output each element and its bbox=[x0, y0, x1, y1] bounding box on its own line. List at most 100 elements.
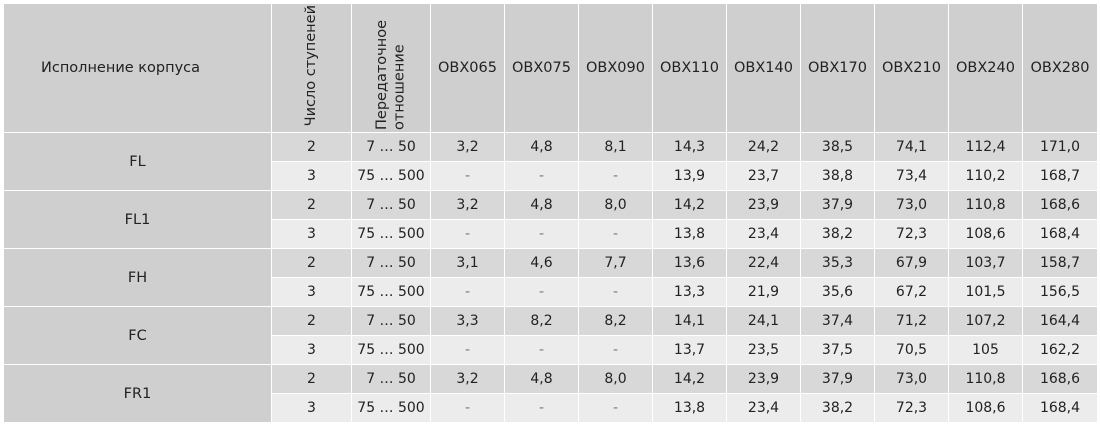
value-cell: 3,2 bbox=[430, 190, 505, 220]
value-cell: 158,7 bbox=[1022, 248, 1098, 278]
value-cell: 24,1 bbox=[726, 306, 801, 336]
table-row: FC 2 7 … 50 3,3 8,2 8,2 14,1 24,1 37,4 71,2 107,2 1… bbox=[3, 306, 1098, 365]
ratio-cell: 75 … 500 bbox=[351, 219, 431, 249]
housing-cell: FH bbox=[3, 248, 272, 307]
stages-cell: 3 bbox=[271, 219, 352, 249]
value-cell: 8,1 bbox=[578, 132, 653, 162]
ratio-cell: 7 … 50 bbox=[351, 248, 431, 278]
header-housing: Исполнение корпуса bbox=[3, 3, 272, 133]
value-cell: 4,6 bbox=[504, 248, 579, 278]
value-cell: 3,1 bbox=[430, 248, 505, 278]
value-cell: 23,9 bbox=[726, 190, 801, 220]
value-cell: 23,7 bbox=[726, 161, 801, 191]
value-cell: - bbox=[430, 335, 505, 365]
value-cell: 110,8 bbox=[948, 364, 1023, 394]
housing-cell: FC bbox=[3, 306, 272, 365]
value-cell: 4,8 bbox=[504, 132, 579, 162]
header-stages: Число ступеней bbox=[271, 3, 352, 133]
value-cell: 105 bbox=[948, 335, 1023, 365]
value-cell: 38,5 bbox=[800, 132, 875, 162]
value-cell: 168,4 bbox=[1022, 393, 1098, 423]
value-cell: 38,8 bbox=[800, 161, 875, 191]
value-cell: - bbox=[504, 277, 579, 307]
table-row: FR1 2 7 … 50 3,2 4,8 8,0 14,2 23,9 37,9 73,0 110,8… bbox=[3, 364, 1098, 423]
value-cell: 168,6 bbox=[1022, 364, 1098, 394]
value-cell: 103,7 bbox=[948, 248, 1023, 278]
value-cell: 8,0 bbox=[578, 364, 653, 394]
value-cell: 13,3 bbox=[652, 277, 727, 307]
value-cell: - bbox=[578, 277, 653, 307]
value-cell: - bbox=[430, 277, 505, 307]
value-cell: - bbox=[504, 161, 579, 191]
header-ratio-label: Передаточное отношение bbox=[373, 19, 407, 130]
header-stages-label: Число ступеней bbox=[302, 5, 319, 127]
value-cell: 4,8 bbox=[504, 190, 579, 220]
value-cell: 168,6 bbox=[1022, 190, 1098, 220]
value-cell: 72,3 bbox=[874, 393, 949, 423]
value-cell: 7,7 bbox=[578, 248, 653, 278]
value-cell: 73,0 bbox=[874, 364, 949, 394]
ratio-cell: 75 … 500 bbox=[351, 335, 431, 365]
value-cell: 13,7 bbox=[652, 335, 727, 365]
value-cell: 37,5 bbox=[800, 335, 875, 365]
header-model: OBX140 bbox=[726, 3, 801, 133]
ratio-cell: 7 … 50 bbox=[351, 132, 431, 162]
value-cell: 101,5 bbox=[948, 277, 1023, 307]
ratio-cell: 7 … 50 bbox=[351, 306, 431, 336]
value-cell: 37,9 bbox=[800, 190, 875, 220]
value-cell: 168,7 bbox=[1022, 161, 1098, 191]
value-cell: 67,9 bbox=[874, 248, 949, 278]
value-cell: 37,4 bbox=[800, 306, 875, 336]
value-cell: 35,3 bbox=[800, 248, 875, 278]
value-cell: 156,5 bbox=[1022, 277, 1098, 307]
value-cell: 71,2 bbox=[874, 306, 949, 336]
stages-cell: 3 bbox=[271, 161, 352, 191]
header-model: OBX170 bbox=[800, 3, 875, 133]
housing-cell: FL1 bbox=[3, 190, 272, 249]
value-cell: 23,4 bbox=[726, 393, 801, 423]
value-cell: 110,2 bbox=[948, 161, 1023, 191]
value-cell: 14,2 bbox=[652, 364, 727, 394]
value-cell: 108,6 bbox=[948, 393, 1023, 423]
value-cell: 38,2 bbox=[800, 219, 875, 249]
value-cell: 67,2 bbox=[874, 277, 949, 307]
stages-cell: 2 bbox=[271, 132, 352, 162]
header-row: Исполнение корпуса Число ступеней Переда… bbox=[3, 3, 1098, 133]
stages-cell: 3 bbox=[271, 393, 352, 423]
value-cell: 73,4 bbox=[874, 161, 949, 191]
value-cell: 22,4 bbox=[726, 248, 801, 278]
header-model: OBX210 bbox=[874, 3, 949, 133]
header-model: OBX280 bbox=[1022, 3, 1098, 133]
table-row: FH 2 7 … 50 3,1 4,6 7,7 13,6 22,4 35,3 67,9 103,7 1… bbox=[3, 248, 1098, 307]
value-cell: 13,8 bbox=[652, 219, 727, 249]
table-row: 3 75 … 500- - -13,3 21,9 35,6 67,2 101,5 156,5 bbox=[4, 277, 1098, 307]
value-cell: 23,9 bbox=[726, 364, 801, 394]
ratio-cell: 75 … 500 bbox=[351, 393, 431, 423]
header-model: OBX110 bbox=[652, 3, 727, 133]
value-cell: - bbox=[504, 335, 579, 365]
header-model: OBX090 bbox=[578, 3, 653, 133]
value-cell: 14,2 bbox=[652, 190, 727, 220]
ratio-cell: 75 … 500 bbox=[351, 277, 431, 307]
value-cell: 24,2 bbox=[726, 132, 801, 162]
value-cell: - bbox=[578, 335, 653, 365]
value-cell: 3,3 bbox=[430, 306, 505, 336]
value-cell: 171,0 bbox=[1022, 132, 1098, 162]
header-model: OBX075 bbox=[504, 3, 579, 133]
table-header: Исполнение корпуса Число ступеней Переда… bbox=[3, 3, 1098, 133]
value-cell: - bbox=[430, 161, 505, 191]
value-cell: 13,9 bbox=[652, 161, 727, 191]
table-row: FL1 2 7 … 50 3,2 4,8 8,0 14,2 23,9 37,9 73,0 110,8… bbox=[3, 190, 1098, 249]
value-cell: 13,8 bbox=[652, 393, 727, 423]
value-cell: 112,4 bbox=[948, 132, 1023, 162]
value-cell: 110,8 bbox=[948, 190, 1023, 220]
value-cell: 162,2 bbox=[1022, 335, 1098, 365]
value-cell: 35,6 bbox=[800, 277, 875, 307]
ratio-cell: 7 … 50 bbox=[351, 364, 431, 394]
spec-table: Исполнение корпуса Число ступеней Переда… bbox=[3, 3, 1098, 423]
table-body: FL 2 7 … 50 3,2 4,8 8,1 14,3 24,2 38,5 74,1 112,4 1… bbox=[3, 132, 1098, 423]
value-cell: 21,9 bbox=[726, 277, 801, 307]
ratio-cell: 7 … 50 bbox=[351, 190, 431, 220]
table-row: 3 75 … 500- - -13,7 23,5 37,5 70,5 105 162,2 bbox=[4, 335, 1098, 365]
value-cell: - bbox=[504, 393, 579, 423]
